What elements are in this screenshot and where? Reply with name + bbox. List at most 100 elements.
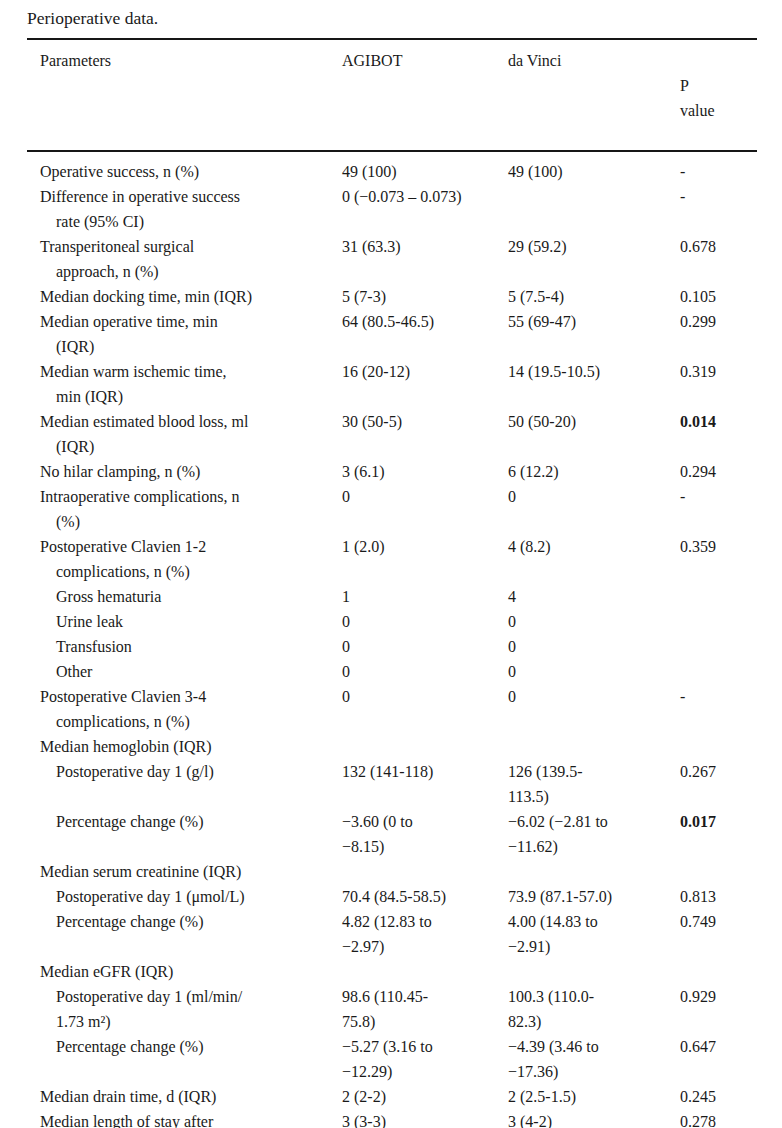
- agibot-value-cell: −5.27 (3.16 to −12.29): [342, 1034, 508, 1084]
- da-vinci-value-cell: 0: [508, 609, 680, 634]
- p-value-cell: 0.294: [680, 459, 757, 484]
- agibot-value-cell: 2 (2-2): [342, 1084, 508, 1109]
- header-parameters: Parameters: [27, 48, 342, 73]
- header-agibot: AGIBOT: [342, 48, 508, 73]
- p-value-cell: 0.929: [680, 984, 757, 1009]
- da-vinci-value-cell: 4 (8.2): [508, 534, 680, 559]
- agibot-value-cell: 64 (80.5-46.5): [342, 309, 508, 334]
- da-vinci-value-cell: 100.3 (110.0- 82.3): [508, 984, 680, 1034]
- da-vinci-value-cell: 14 (19.5-10.5): [508, 359, 680, 384]
- table-row: Intraoperative complications, n (%)00-: [27, 484, 757, 534]
- agibot-value-cell: 4.82 (12.83 to −2.97): [342, 909, 508, 959]
- agibot-value-cell: 1 (2.0): [342, 534, 508, 559]
- da-vinci-value-cell: 0: [508, 484, 680, 509]
- parameter-cell: Median eGFR (IQR): [27, 959, 342, 984]
- parameter-cell: Postoperative day 1 (g/l): [27, 759, 342, 784]
- parameter-cell: Percentage change (%): [27, 909, 342, 934]
- p-value-cell: 0.278: [680, 1109, 757, 1128]
- agibot-value-cell: −3.60 (0 to −8.15): [342, 809, 508, 859]
- da-vinci-value-cell: 126 (139.5- 113.5): [508, 759, 680, 809]
- header-p-value-label: P value: [680, 73, 724, 123]
- parameter-cell: Other: [27, 659, 342, 684]
- p-value-cell: 0.319: [680, 359, 757, 384]
- table-body: Operative success, n (%)49 (100)49 (100)…: [27, 152, 757, 1128]
- parameter-cell: Median serum creatinine (IQR): [27, 859, 342, 884]
- parameter-cell: Urine leak: [27, 609, 342, 634]
- da-vinci-value-cell: 0: [508, 659, 680, 684]
- parameter-cell: Transperitoneal surgical approach, n (%): [27, 234, 342, 284]
- parameter-cell: Percentage change (%): [27, 809, 342, 834]
- p-value-cell: 0.678: [680, 234, 757, 259]
- perioperative-table: Parameters AGIBOT da Vinci P value Opera…: [27, 38, 757, 1128]
- header-p-value: P value: [680, 48, 757, 148]
- table-row: Postoperative Clavien 3-4 complications,…: [27, 684, 757, 734]
- parameter-cell: Operative success, n (%): [27, 159, 342, 184]
- table-row: Median warm ischemic time, min (IQR)16 (…: [27, 359, 757, 409]
- da-vinci-value-cell: 6 (12.2): [508, 459, 680, 484]
- parameter-cell: Difference in operative success rate (95…: [27, 184, 342, 234]
- agibot-value-cell: 132 (141-118): [342, 759, 508, 784]
- parameter-cell: Postoperative day 1 (μmol/L): [27, 884, 342, 909]
- table-caption: Perioperative data.: [27, 6, 158, 31]
- da-vinci-value-cell: 5 (7.5-4): [508, 284, 680, 309]
- parameter-cell: Intraoperative complications, n (%): [27, 484, 342, 534]
- table-row: Percentage change (%)−3.60 (0 to −8.15)−…: [27, 809, 757, 859]
- table-row: Median operative time, min (IQR)64 (80.5…: [27, 309, 757, 359]
- p-value-cell: 0.813: [680, 884, 757, 909]
- table-row: Operative success, n (%)49 (100)49 (100)…: [27, 159, 757, 184]
- p-value-cell: -: [680, 184, 757, 209]
- da-vinci-value-cell: −4.39 (3.46 to −17.36): [508, 1034, 680, 1084]
- p-value-cell: 0.647: [680, 1034, 757, 1059]
- table-row: Other00: [27, 659, 757, 684]
- header-da-vinci: da Vinci: [508, 48, 680, 73]
- parameter-cell: Median hemoglobin (IQR): [27, 734, 342, 759]
- table-row: Percentage change (%)−5.27 (3.16 to −12.…: [27, 1034, 757, 1084]
- da-vinci-value-cell: 55 (69-47): [508, 309, 680, 334]
- table-row: Gross hematuria14: [27, 584, 757, 609]
- table-row: Transfusion00: [27, 634, 757, 659]
- p-value-cell: 0.359: [680, 534, 757, 559]
- p-value-cell: 0.299: [680, 309, 757, 334]
- page: Perioperative data. Parameters AGIBOT da…: [0, 0, 782, 1128]
- parameter-cell: Median estimated blood loss, ml (IQR): [27, 409, 342, 459]
- parameter-cell: Percentage change (%): [27, 1034, 342, 1059]
- table-row: Difference in operative success rate (95…: [27, 184, 757, 234]
- agibot-value-cell: 16 (20-12): [342, 359, 508, 384]
- agibot-value-cell: 0: [342, 634, 508, 659]
- parameter-cell: No hilar clamping, n (%): [27, 459, 342, 484]
- parameter-cell: Median operative time, min (IQR): [27, 309, 342, 359]
- da-vinci-value-cell: 4: [508, 584, 680, 609]
- da-vinci-value-cell: 73.9 (87.1-57.0): [508, 884, 680, 909]
- p-value-cell: -: [680, 159, 757, 184]
- agibot-value-cell: 0: [342, 609, 508, 634]
- parameter-cell: Median drain time, d (IQR): [27, 1084, 342, 1109]
- agibot-value-cell: 1: [342, 584, 508, 609]
- table-row: Median eGFR (IQR): [27, 959, 757, 984]
- p-value-cell: 0.017: [680, 809, 757, 834]
- da-vinci-value-cell: 50 (50-20): [508, 409, 680, 434]
- da-vinci-value-cell: 3 (4-2): [508, 1109, 680, 1128]
- da-vinci-value-cell: 29 (59.2): [508, 234, 680, 259]
- p-value-cell: 0.105: [680, 284, 757, 309]
- p-value-cell: -: [680, 484, 757, 509]
- table-row: Urine leak00: [27, 609, 757, 634]
- da-vinci-value-cell: 2 (2.5-1.5): [508, 1084, 680, 1109]
- parameter-cell: Median length of stay after surgery, d (…: [27, 1109, 342, 1128]
- p-value-cell: 0.245: [680, 1084, 757, 1109]
- agibot-value-cell: 3 (6.1): [342, 459, 508, 484]
- table-row: Postoperative day 1 (g/l)132 (141-118)12…: [27, 759, 757, 809]
- agibot-value-cell: 0 (−0.073 – 0.073): [342, 184, 508, 209]
- table-row: No hilar clamping, n (%)3 (6.1)6 (12.2)0…: [27, 459, 757, 484]
- table-row: Median docking time, min (IQR)5 (7-3)5 (…: [27, 284, 757, 309]
- table-row: Postoperative Clavien 1-2 complications,…: [27, 534, 757, 584]
- da-vinci-value-cell: 4.00 (14.83 to −2.91): [508, 909, 680, 959]
- table-row: Median hemoglobin (IQR): [27, 734, 757, 759]
- table-row: Median serum creatinine (IQR): [27, 859, 757, 884]
- p-value-cell: 0.014: [680, 409, 757, 434]
- da-vinci-value-cell: 0: [508, 684, 680, 709]
- da-vinci-value-cell: 49 (100): [508, 159, 680, 184]
- agibot-value-cell: 98.6 (110.45- 75.8): [342, 984, 508, 1034]
- table-row: Percentage change (%)4.82 (12.83 to −2.9…: [27, 909, 757, 959]
- header-row: Parameters AGIBOT da Vinci P value: [27, 48, 757, 148]
- p-value-cell: -: [680, 684, 757, 709]
